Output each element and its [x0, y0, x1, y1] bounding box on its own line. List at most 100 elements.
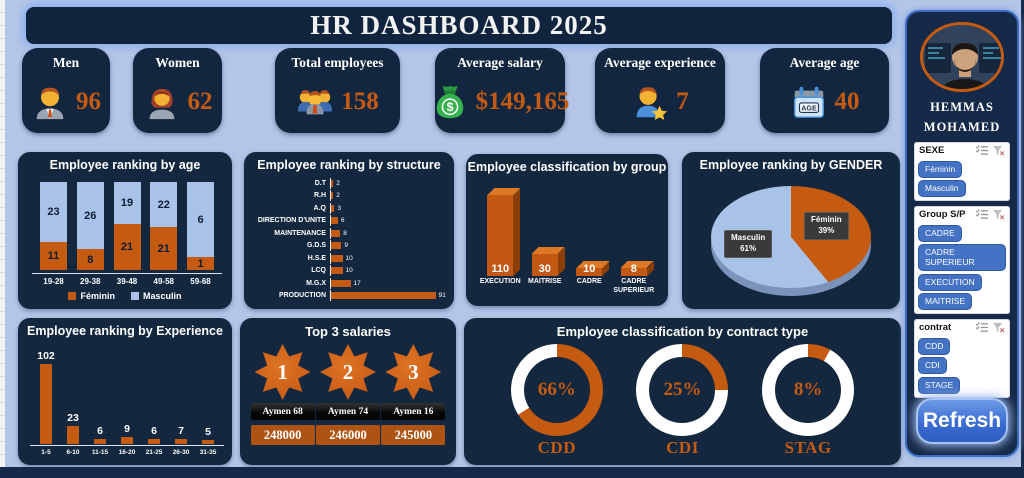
contract-donut: 25% CDI	[627, 344, 737, 458]
top-salaries-panel: Top 3 salaries 1 Aymen 68 248000 2 Aymen 74 2…	[240, 318, 456, 465]
slicer-item[interactable]: Masculin	[918, 180, 966, 198]
kpi-label: Average experience	[604, 55, 716, 70]
group-category-label: CADRE SUPERIEUR	[613, 278, 655, 294]
contract-donut: 8% STAG	[753, 344, 863, 458]
slicer-item[interactable]: CADRE SUPERIEUR	[918, 244, 1006, 272]
structure-bar	[331, 180, 334, 187]
slicer-item[interactable]: Féminin	[918, 160, 963, 178]
rank-star-badge: 2	[319, 344, 376, 400]
slicer-group-sp: Group S/P CADRE CADRE SUPERIEUR EXECUTION M…	[914, 206, 1010, 315]
multi-select-icon[interactable]	[976, 322, 989, 333]
structure-label: H.S.E	[307, 254, 326, 262]
donut-percent: 8%	[793, 379, 823, 400]
refresh-button[interactable]: Refresh	[916, 397, 1008, 444]
group-column: 110	[478, 195, 522, 276]
clear-filter-icon[interactable]	[992, 322, 1005, 333]
slicer-sexe: SEXE Féminin Masculin	[914, 142, 1010, 202]
age-category-label: 29-38	[80, 277, 101, 286]
masculin-segment: 23	[40, 182, 67, 242]
rank-star-badge: 3	[385, 344, 442, 400]
structure-bar	[331, 217, 338, 225]
feminin-segment: 21	[113, 223, 141, 270]
slicer-item[interactable]: CDD	[918, 337, 951, 355]
structure-bar	[331, 242, 342, 250]
structure-label: A.Q	[313, 204, 326, 212]
group-column: 30	[523, 253, 567, 276]
rank-number: 2	[342, 359, 354, 384]
multi-select-icon[interactable]	[976, 145, 989, 156]
experience-column: 6	[142, 425, 166, 444]
chart-panel-experience: Employee ranking by Experience 102 23 6 9 6 7…	[18, 318, 232, 465]
kpi-value: 40	[834, 88, 860, 115]
kpi-label: Average age	[789, 55, 860, 70]
experience-chart-categories: 1-5 6-10 11-15 16-20 21-25 26-30 31-35	[32, 449, 222, 456]
slicer-item[interactable]: EXECUTION	[918, 273, 982, 291]
group-value: 110	[491, 263, 510, 275]
experience-bar	[148, 439, 160, 444]
structure-value: 6	[340, 217, 345, 225]
spreadsheet-edge	[0, 0, 5, 478]
structure-bar	[331, 291, 436, 299]
structure-label: LCQ	[311, 267, 326, 275]
sidebar: HEMMAS MOHAMED SEXE Féminin Masculin Grou…	[905, 10, 1019, 457]
top-salary-item: 3 Aymen 16 245000	[381, 344, 446, 445]
age-bar: 23 11	[40, 182, 67, 270]
profile-name-line1: HEMMAS	[930, 100, 994, 115]
feminin-segment: 8	[76, 249, 104, 270]
structure-bar-zone: 2	[330, 178, 446, 189]
kpi-label: Average salary	[457, 55, 543, 70]
age-category-label: 19-28	[43, 277, 64, 286]
bottom-border	[0, 467, 1024, 478]
group-bar-3d: 30	[531, 253, 558, 276]
group-column: 10	[567, 263, 611, 276]
age-bar: 22 21	[150, 182, 178, 270]
multi-select-icon[interactable]	[976, 209, 989, 220]
experience-value: 23	[67, 411, 79, 424]
structure-bar-zone: 10	[330, 252, 446, 264]
experience-column: 6	[88, 425, 112, 444]
group-value: 10	[583, 263, 596, 275]
kpi-value: 96	[76, 88, 101, 115]
chart-title: Employee classification by contract type	[556, 324, 809, 339]
structure-label: D.T	[314, 180, 326, 187]
structure-value: 9	[344, 242, 348, 250]
group-category-label: EXECUTION	[479, 278, 521, 285]
donut-label: CDD	[537, 438, 576, 457]
structure-label: G.D.S	[306, 242, 326, 250]
experience-category-label: 11-15	[91, 449, 109, 456]
salary-value: 246000	[315, 425, 380, 445]
structure-value: 2	[336, 180, 340, 187]
slicer-item[interactable]: CDI	[918, 357, 947, 375]
legend-item: Féminin	[68, 291, 115, 301]
profile-name-line2: MOHAMED	[923, 120, 1001, 135]
profile-photo	[920, 22, 1004, 93]
group-chart-plot: 110 30 10 8	[478, 188, 656, 276]
donut-ring: 66%	[510, 344, 603, 436]
slicer-item[interactable]: STAGE	[918, 376, 961, 394]
kpi-card-total-employees: Total employees 158	[275, 48, 400, 133]
age-chart-plot: 23 11 26 8 19 21 22 21 6 1	[34, 182, 220, 270]
contract-donuts-row: 66% CDD 25% CDI 8% STAG	[494, 344, 871, 458]
masculin-segment: 6	[187, 182, 214, 258]
group-bar-3d: 110	[487, 195, 514, 276]
experience-value: 9	[124, 422, 130, 435]
clear-filter-icon[interactable]	[992, 209, 1005, 220]
profile-photo-image	[923, 25, 1001, 90]
slicer-item[interactable]: MAITRISE	[918, 293, 973, 311]
kpi-card-average-age: Average age AGE 40	[760, 48, 889, 133]
structure-row: G.D.S 9	[250, 240, 446, 252]
right-border	[1021, 0, 1024, 478]
structure-value: 8	[343, 229, 347, 237]
slicer-title: contrat	[919, 322, 952, 334]
chart-panel-group: Employee classification by group 110 30 10…	[466, 154, 668, 306]
pie-label-feminin: Féminin 39%	[804, 212, 849, 240]
slicer-item[interactable]: CADRE	[918, 224, 962, 242]
page-title: HR DASHBOARD 2025	[310, 10, 608, 40]
experience-bar	[121, 436, 133, 444]
clear-filter-icon[interactable]	[992, 145, 1005, 156]
kpi-card-women: Women 62	[133, 48, 222, 133]
structure-row: DIRECTION D'UNITE 6	[250, 215, 446, 227]
chart-title: Employee ranking by Experience	[27, 324, 223, 338]
